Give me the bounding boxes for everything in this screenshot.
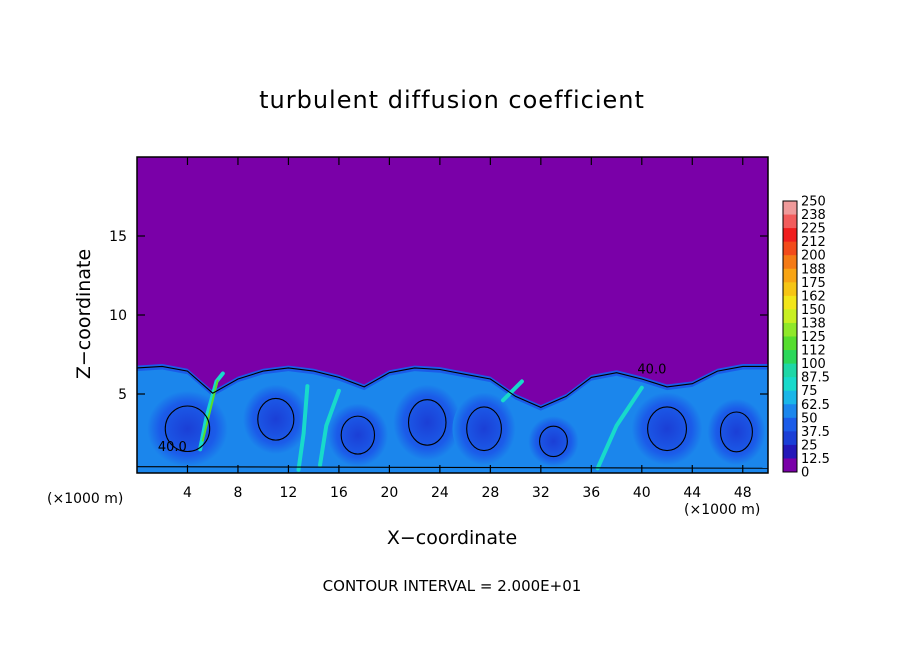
contour-line: [466, 406, 502, 452]
plume-core: [201, 379, 219, 442]
colorbar-swatch: [783, 322, 797, 337]
colorbar-swatch: [783, 363, 797, 378]
colorbar-swatch: [783, 295, 797, 310]
colorbar-label: 25: [801, 438, 818, 453]
colorbar-label: 0: [801, 466, 809, 481]
colorbar-swatch: [783, 404, 797, 419]
contour-lines: [137, 365, 768, 469]
plume: [296, 384, 310, 472]
contour-line: [164, 405, 211, 453]
colorbar-label: 100: [801, 357, 826, 372]
x-tick-label: 40: [633, 485, 651, 501]
x-axis-unit-right: (×1000 m): [684, 502, 761, 518]
colorbar-swatch: [783, 444, 797, 459]
colorbar-label: 150: [801, 303, 826, 318]
x-tick-label: 48: [734, 485, 752, 501]
colorbar-swatch: [783, 241, 797, 256]
contour-interval-note: CONTOUR INTERVAL = 2.000E+01: [322, 577, 582, 595]
contour-label: 40.0: [158, 440, 187, 455]
contour-line: [647, 406, 688, 452]
plume: [595, 385, 644, 471]
plume: [501, 379, 524, 403]
colorbar-label: 188: [801, 262, 826, 277]
chart-title: turbulent diffusion coefficient: [259, 86, 645, 114]
contour-line: [407, 399, 447, 446]
colorbar-label: 50: [801, 411, 818, 426]
contour-label: 40.0: [637, 362, 666, 377]
x-axis-label: X−coordinate: [386, 527, 518, 549]
eddy: [452, 392, 516, 466]
colorbar-swatch: [783, 214, 797, 229]
colorbar-swatch: [783, 255, 797, 270]
colorbar-swatch: [783, 458, 797, 473]
x-tick-label: 28: [481, 485, 499, 501]
eddy: [528, 416, 579, 467]
eddy: [327, 403, 389, 467]
x-tick-label: 4: [183, 485, 192, 501]
x-tick-label: 36: [582, 485, 600, 501]
y-tick-label: 10: [109, 308, 127, 324]
colorbar-swatch: [783, 268, 797, 283]
colorbar-label: 212: [801, 235, 826, 250]
eddy: [707, 398, 766, 466]
x-axis-unit-left: (×1000 m): [47, 491, 124, 507]
colorbar-swatch: [783, 417, 797, 432]
colorbar-label: 250: [801, 195, 826, 210]
contour-line: [137, 365, 768, 408]
plume: [198, 371, 225, 452]
colorbar-swatch: [783, 309, 797, 324]
y-tick-label: 5: [118, 387, 127, 403]
colorbar-label: 62.5: [801, 398, 830, 413]
colorbar-label: 162: [801, 289, 826, 304]
x-tick-label: 24: [431, 485, 449, 501]
colorbar-label: 138: [801, 316, 826, 331]
x-tick-label: 20: [380, 485, 398, 501]
colorbar-label: 175: [801, 276, 826, 291]
eddy: [393, 384, 462, 461]
eddy: [631, 392, 703, 466]
contour-line: [257, 397, 295, 441]
colorbar-label: 238: [801, 208, 826, 223]
colorbar-label: 75: [801, 384, 818, 399]
y-tick-label: 15: [109, 229, 127, 245]
colorbar-swatch: [783, 336, 797, 351]
turbulence-field: [137, 364, 768, 473]
colorbar-frame: [782, 200, 798, 473]
colorbar-swatch: [783, 282, 797, 297]
x-axis-ticks: 4 8 12 16 20 24 28 32 36 40 44 48: [183, 157, 752, 501]
colorbar-swatch: [783, 228, 797, 243]
x-tick-label: 44: [683, 485, 701, 501]
contour-labels: 40.0 40.0: [158, 362, 667, 454]
eddy: [147, 390, 228, 467]
colorbar-label: 225: [801, 222, 826, 237]
x-tick-label: 32: [532, 485, 550, 501]
plume: [318, 388, 341, 468]
colorbar-label: 37.5: [801, 425, 830, 440]
colorbar-swatch: [783, 377, 797, 392]
x-tick-label: 8: [233, 485, 242, 501]
contour-line: [340, 415, 376, 455]
eddy: [243, 384, 309, 455]
colorbar-label: 12.5: [801, 452, 830, 467]
x-tick-label: 16: [330, 485, 348, 501]
colorbar-swatch: [783, 350, 797, 365]
contour-line: [719, 411, 753, 453]
y-axis-ticks: 5 10 15: [109, 229, 768, 403]
colorbar-swatch: [783, 431, 797, 446]
colorbar: 2502382252122001881751621501381251121008…: [782, 195, 830, 481]
colorbar-label: 125: [801, 330, 826, 345]
colorbar-label: 112: [801, 344, 826, 359]
colorbar-label: 87.5: [801, 371, 830, 386]
x-tick-label: 12: [280, 485, 298, 501]
colorbar-swatch: [783, 390, 797, 405]
colorbar-label: 200: [801, 249, 826, 264]
contour-line: [137, 466, 768, 469]
colorbar-swatch: [783, 201, 797, 216]
contour-line: [539, 425, 568, 458]
